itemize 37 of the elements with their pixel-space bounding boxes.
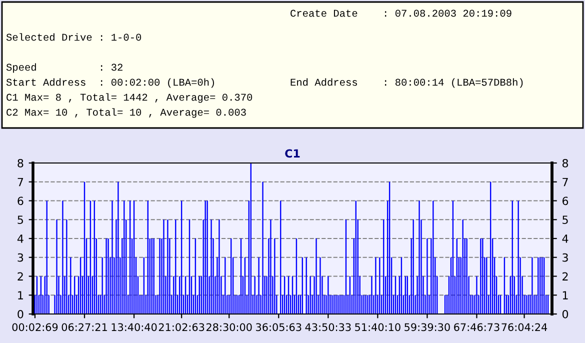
y2-tick-label: 5 (562, 216, 568, 224)
y2-tick-label: 0 (562, 310, 568, 318)
y-tick-label: 2 (18, 272, 23, 280)
text: C1 Max= 8 , Total= 1442 , Average= 0.370 (6, 93, 252, 103)
x-tick-label: 36:05:63 (256, 323, 302, 332)
text: Selected Drive : 1-0-0 (6, 33, 142, 41)
y2-tick-label: 1 (562, 291, 568, 300)
y-tick-label: 1 (18, 291, 23, 300)
text: Start Address : 00:02:00 (LBA=0h) (6, 78, 214, 88)
y-tick-label: 0 (18, 310, 24, 318)
chart-title: C1 (285, 149, 300, 158)
y-tick-label: 4 (17, 234, 24, 243)
y2-tick-label: 7 (562, 178, 568, 186)
y2-tick-label: 8 (562, 158, 568, 168)
x-tick-label: 13:40:40 (112, 323, 157, 332)
x-tick-label: 28:30:00 (206, 323, 252, 332)
x-tick-label: 43:50:33 (305, 323, 351, 332)
x-tick-label: 76:04:24 (502, 323, 548, 332)
text: End Address : 80:00:14 (LBA=57DB8h) (290, 78, 523, 88)
y2-tick-label: 4 (562, 234, 568, 243)
x-tick-label: 06:27:21 (62, 323, 107, 332)
text: Create Date : 07.08.2003 20:19:09 (290, 10, 512, 17)
y2-tick-label: 3 (562, 253, 568, 262)
x-tick-label: 21:02:63 (158, 323, 204, 332)
text: Speed : 32 (6, 63, 122, 73)
y2-tick-label: 2 (562, 272, 568, 280)
x-tick-label: 00:02:69 (12, 323, 58, 332)
x-tick-label: 59:39:30 (404, 323, 450, 332)
y-tick-label: 6 (18, 196, 24, 206)
x-tick-label: 67:46:73 (454, 323, 500, 332)
y2-tick-label: 6 (562, 196, 568, 206)
y-tick-label: 3 (18, 253, 24, 262)
text: C2 Max= 10 , Total= 10 , Average= 0.003 (6, 108, 246, 118)
y-tick-label: 5 (18, 216, 23, 224)
y-tick-label: 7 (18, 178, 24, 186)
y-tick-label: 8 (18, 158, 24, 168)
x-tick-label: 51:40:10 (355, 323, 400, 332)
